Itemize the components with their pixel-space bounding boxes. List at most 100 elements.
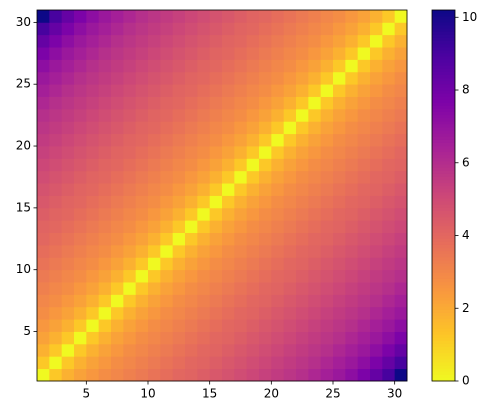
heatmap-cell [74, 170, 87, 184]
heatmap-cell [345, 232, 359, 246]
colorbar-strip [432, 291, 455, 295]
colorbar-strip [432, 44, 455, 48]
heatmap-cell [222, 96, 235, 110]
heatmap-cell [61, 244, 75, 258]
heatmap-cell [357, 207, 371, 221]
heatmap-cell [172, 47, 186, 60]
heatmap-cell [271, 183, 285, 196]
heatmap-cell [234, 158, 248, 172]
colorbar-strip [432, 16, 455, 20]
heatmap-cell [37, 195, 50, 209]
heatmap-cell [98, 232, 112, 246]
heatmap-cell [49, 108, 63, 122]
colorbar-strip [432, 340, 455, 345]
colorbar-tick-label: 10 [462, 10, 477, 24]
heatmap-cell [86, 96, 100, 110]
heatmap-cell [197, 146, 211, 159]
heatmap-cell [246, 22, 260, 36]
heatmap-cell [259, 356, 272, 370]
colorbar-strip [432, 198, 455, 203]
heatmap-cell [49, 10, 63, 23]
heatmap-cell [123, 343, 137, 357]
heatmap-cell [271, 96, 285, 110]
heatmap-cell [37, 294, 50, 308]
colorbar-strip [432, 371, 455, 376]
heatmap-cell [271, 22, 285, 36]
heatmap-cell [259, 319, 272, 332]
heatmap-cell [98, 195, 112, 209]
heatmap-cell [86, 183, 100, 196]
heatmap-cell [382, 22, 396, 36]
heatmap-cell [345, 294, 359, 308]
heatmap-cell [148, 244, 161, 258]
heatmap-cell [222, 22, 235, 36]
heatmap-cell [296, 319, 309, 332]
heatmap-cell [308, 294, 322, 308]
heatmap-cell [234, 108, 248, 122]
heatmap-cell [357, 294, 371, 308]
heatmap-cell [61, 232, 75, 246]
heatmap-cell [308, 269, 322, 283]
colorbar-strip [432, 309, 455, 314]
heatmap-cell [49, 133, 63, 147]
heatmap-cell [234, 257, 248, 271]
heatmap-cell [197, 170, 211, 184]
heatmap-cell [98, 47, 112, 60]
heatmap-cell [49, 121, 63, 135]
heatmap-cell [160, 232, 174, 246]
heatmap-cell [234, 47, 248, 60]
heatmap-cell [333, 59, 346, 73]
heatmap-cell [345, 207, 359, 221]
colorbar-strip [432, 99, 455, 104]
heatmap-cell [209, 59, 223, 73]
heatmap-cell [98, 121, 112, 135]
heatmap-cell [111, 121, 124, 135]
heatmap-cell [234, 183, 248, 196]
heatmap-cell [37, 34, 50, 48]
heatmap-cell [296, 282, 309, 295]
heatmap-cell [283, 183, 297, 196]
heatmap-cell [123, 331, 137, 345]
heatmap-cell [382, 146, 396, 159]
heatmap-cell [185, 108, 198, 122]
heatmap-cell [357, 158, 371, 172]
heatmap-cell [111, 84, 124, 97]
heatmap-cell [148, 96, 161, 110]
heatmap-cell [37, 84, 50, 97]
colorbar-strip [432, 362, 455, 367]
heatmap-cell [74, 121, 87, 135]
heatmap-cell [370, 170, 383, 184]
heatmap-cell [394, 121, 408, 135]
heatmap-cell [98, 34, 112, 48]
heatmap-cell [49, 34, 63, 48]
heatmap-cell [259, 195, 272, 209]
colorbar-strip [432, 96, 455, 101]
heatmap-cell [172, 146, 186, 159]
heatmap-cell [345, 244, 359, 258]
y-tick-label: 5 [23, 324, 31, 338]
heatmap-cell [308, 257, 322, 271]
heatmap-cell [37, 71, 50, 85]
heatmap-cell [172, 22, 186, 36]
heatmap-cell [296, 47, 309, 60]
heatmap-cell [283, 121, 297, 135]
colorbar-strip [432, 121, 455, 125]
heatmap-cell [296, 195, 309, 209]
heatmap-cell [209, 220, 223, 233]
x-tick-label: 20 [264, 387, 279, 401]
heatmap-cell [222, 331, 235, 345]
heatmap-cell [271, 269, 285, 283]
heatmap-cell [234, 34, 248, 48]
colorbar-strip [432, 254, 455, 258]
heatmap-cell [296, 306, 309, 320]
heatmap-cell [308, 170, 322, 184]
heatmap-cell [74, 356, 87, 370]
heatmap-cell [123, 220, 137, 233]
colorbar-strip [432, 170, 455, 175]
heatmap-cell [333, 96, 346, 110]
heatmap-cell [86, 244, 100, 258]
heatmap-cell [345, 319, 359, 332]
heatmap-cell [296, 96, 309, 110]
heatmap-cell [185, 133, 198, 147]
heatmap-cell [86, 331, 100, 345]
